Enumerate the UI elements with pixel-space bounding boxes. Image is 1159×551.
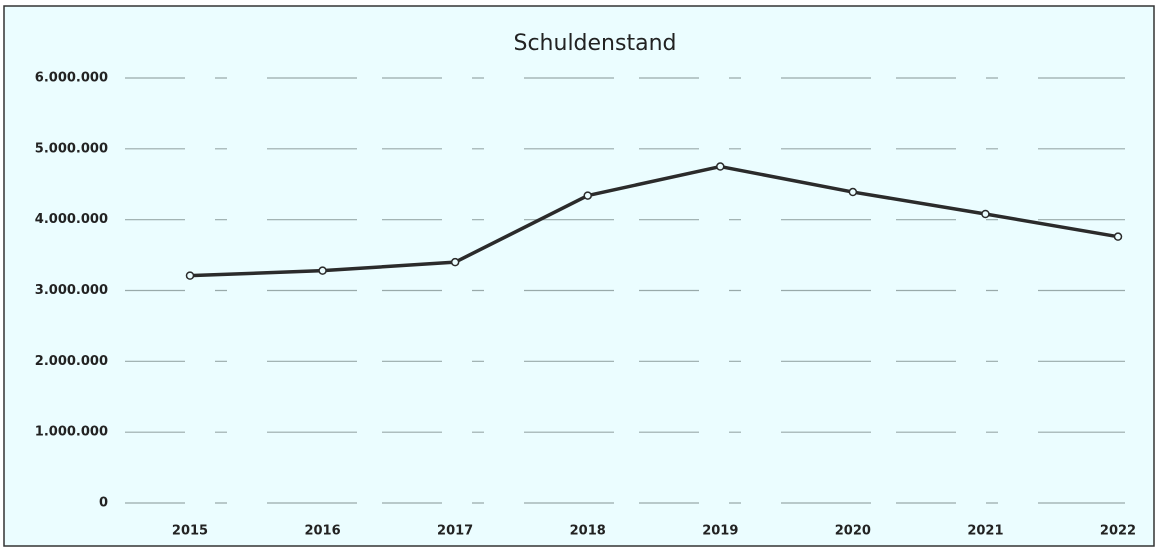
x-tick-label: 2020 xyxy=(835,524,871,539)
line-point xyxy=(848,187,858,197)
line-point xyxy=(1113,232,1123,241)
line-point xyxy=(450,257,460,267)
line-series xyxy=(189,164,1119,278)
y-tick-label: 0 xyxy=(99,496,108,511)
y-tick-label: 4.000.000 xyxy=(35,212,108,227)
x-tick-label: 2015 xyxy=(172,524,208,539)
y-tick-label: 6.000.000 xyxy=(35,71,108,86)
x-tick-label: 2016 xyxy=(304,524,340,539)
x-tick-label: 2021 xyxy=(967,524,1003,539)
chart-title: Schuldenstand xyxy=(514,31,677,56)
line-point xyxy=(185,271,195,280)
line-point xyxy=(716,162,725,171)
line-point xyxy=(318,266,327,275)
x-tick-label: 2022 xyxy=(1100,524,1136,539)
line-point xyxy=(981,209,990,219)
y-tick-label: 2.000.000 xyxy=(35,354,108,369)
y-tick-label: 1.000.000 xyxy=(35,425,108,440)
x-tick-label: 2018 xyxy=(570,524,606,539)
chart-frame xyxy=(3,5,1155,547)
line-point xyxy=(583,191,592,200)
y-tick-label: 3.000.000 xyxy=(35,283,108,298)
x-tick-label: 2017 xyxy=(437,524,473,539)
x-tick-label: 2019 xyxy=(702,524,738,539)
y-tick-label: 5.000.000 xyxy=(35,141,108,156)
